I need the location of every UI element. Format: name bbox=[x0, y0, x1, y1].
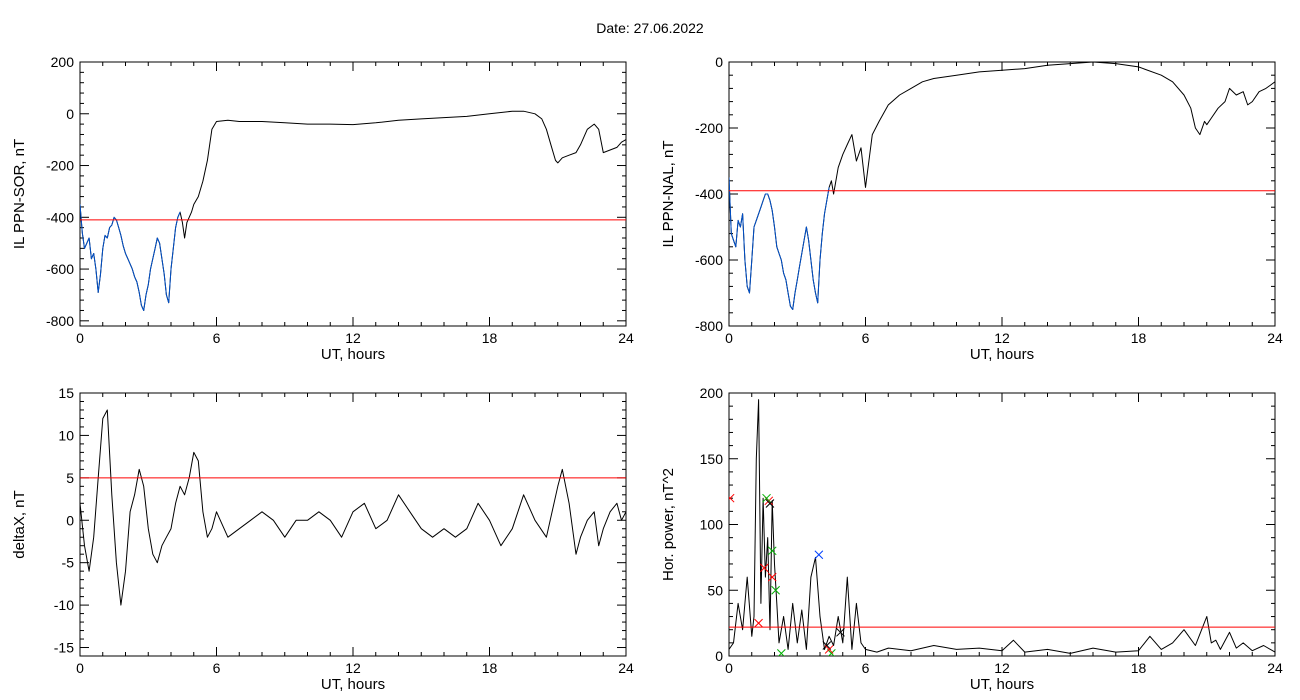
x-marker-stroke bbox=[771, 585, 780, 595]
x-tick-label: 18 bbox=[1131, 330, 1147, 346]
series-group bbox=[80, 110, 626, 311]
y-tick-label: 0 bbox=[715, 54, 723, 70]
y-tick-label: 200 bbox=[51, 54, 75, 70]
y-tick-label: -200 bbox=[695, 120, 723, 136]
chart-panel-2: 0 6 12 18 24 -800 -600 -400 -200 0 UT, hours IL PPN… bbox=[660, 54, 1283, 363]
x-marker bbox=[765, 499, 775, 508]
series-line-main bbox=[729, 399, 1275, 654]
y-tick-label: -10 bbox=[54, 597, 74, 613]
x-tick-label: 0 bbox=[76, 660, 84, 676]
x-marker-stroke bbox=[828, 649, 836, 656]
y-tick-label: -5 bbox=[62, 555, 75, 571]
x-tick-label: 12 bbox=[994, 660, 1010, 676]
x-marker bbox=[729, 493, 735, 503]
y-axis-label: IL PPN-SOR, nT bbox=[11, 139, 28, 249]
x-tick-label: 18 bbox=[1131, 660, 1147, 676]
x-marker bbox=[762, 493, 771, 503]
y-tick-label: -200 bbox=[46, 158, 74, 174]
plot-frame bbox=[79, 392, 627, 657]
x-marker-stroke bbox=[814, 550, 824, 560]
plot-frame bbox=[728, 61, 1276, 327]
series-group bbox=[729, 399, 1275, 656]
y-tick-label: 0 bbox=[715, 648, 723, 664]
x-marker bbox=[836, 627, 845, 637]
x-tick-label: 18 bbox=[482, 660, 498, 676]
chart-panel-3: 0 6 12 18 24 -15 -10 -5 0 5 10 15 UT, hours deltaX, n… bbox=[11, 385, 634, 693]
x-tick-label: 12 bbox=[994, 330, 1010, 346]
plot-frame bbox=[79, 61, 627, 327]
x-marker bbox=[767, 546, 777, 556]
y-tick-label: 5 bbox=[66, 470, 74, 486]
x-marker bbox=[827, 649, 836, 656]
x-tick-label: 24 bbox=[618, 660, 634, 676]
x-marker-stroke bbox=[767, 546, 777, 556]
x-tick-label: 12 bbox=[345, 660, 361, 676]
x-axis-label: UT, hours bbox=[321, 346, 385, 363]
y-tick-label: -600 bbox=[46, 261, 74, 277]
series-line-main bbox=[80, 110, 626, 311]
y-tick-label: 15 bbox=[58, 385, 74, 401]
x-axis-label: UT, hours bbox=[970, 346, 1034, 363]
y-axis-label: IL PPN-NAL, nT bbox=[660, 141, 677, 248]
x-marker bbox=[814, 550, 824, 560]
y-tick-label: 150 bbox=[700, 451, 724, 467]
x-marker-stroke bbox=[765, 499, 775, 508]
x-tick-label: 18 bbox=[482, 330, 498, 346]
x-marker-stroke bbox=[767, 572, 777, 582]
x-marker bbox=[824, 645, 834, 654]
x-tick-label: 12 bbox=[345, 330, 361, 346]
y-tick-label: 100 bbox=[700, 517, 724, 533]
x-tick-label: 6 bbox=[862, 330, 870, 346]
x-marker bbox=[771, 585, 780, 595]
x-marker-stroke bbox=[777, 649, 786, 656]
x-tick-label: 24 bbox=[618, 330, 634, 346]
x-tick-label: 0 bbox=[725, 330, 733, 346]
y-tick-label: -400 bbox=[695, 186, 723, 202]
x-tick-label: 6 bbox=[213, 330, 221, 346]
y-tick-label: 50 bbox=[707, 582, 723, 598]
x-marker bbox=[822, 641, 832, 650]
x-marker-stroke bbox=[729, 493, 735, 501]
x-marker bbox=[767, 572, 777, 582]
y-tick-label: -600 bbox=[695, 252, 723, 268]
x-marker-stroke bbox=[759, 563, 769, 573]
y-axis-label: deltaX, nT bbox=[11, 490, 28, 558]
x-tick-label: 24 bbox=[1267, 330, 1283, 346]
chart-panel-4: 0 6 12 18 24 0 50 100 150 200 UT, hours Hor. power,… bbox=[660, 385, 1283, 693]
x-tick-label: 6 bbox=[862, 660, 870, 676]
x-axis-label: UT, hours bbox=[970, 676, 1034, 693]
figure-title: Date: 27.06.2022 bbox=[596, 20, 704, 36]
x-axis-label: UT, hours bbox=[321, 676, 385, 693]
y-tick-label: -800 bbox=[46, 313, 74, 329]
plot-frame bbox=[728, 392, 1276, 657]
series-group bbox=[80, 409, 626, 606]
series-line-storm bbox=[80, 204, 181, 311]
chart-panel-1: 0 6 12 18 24 -800 -600 -400 -200 0 200 UT, hours IL … bbox=[11, 54, 634, 363]
x-tick-label: 6 bbox=[213, 660, 221, 676]
x-marker-stroke bbox=[822, 641, 832, 650]
y-tick-label: 10 bbox=[58, 427, 74, 443]
series-line-storm bbox=[729, 177, 830, 310]
y-tick-label: -15 bbox=[54, 640, 74, 656]
x-tick-label: 24 bbox=[1267, 660, 1283, 676]
x-marker-stroke bbox=[836, 627, 845, 637]
y-tick-label: -400 bbox=[46, 209, 74, 225]
x-marker-stroke bbox=[762, 493, 771, 503]
series-line-main bbox=[80, 409, 626, 606]
y-tick-label: 0 bbox=[66, 106, 74, 122]
x-marker bbox=[776, 649, 786, 656]
x-tick-label: 0 bbox=[725, 660, 733, 676]
x-tick-label: 0 bbox=[76, 330, 84, 346]
x-marker-stroke bbox=[754, 618, 763, 628]
x-marker bbox=[754, 618, 763, 628]
series-line-main bbox=[729, 62, 1275, 310]
series-group bbox=[729, 62, 1275, 310]
x-marker bbox=[759, 563, 769, 573]
y-axis-label: Hor. power, nT^2 bbox=[660, 468, 677, 581]
x-marker-stroke bbox=[824, 645, 834, 654]
y-tick-label: 0 bbox=[66, 512, 74, 528]
y-tick-label: 200 bbox=[700, 385, 724, 401]
y-tick-label: -800 bbox=[695, 318, 723, 334]
